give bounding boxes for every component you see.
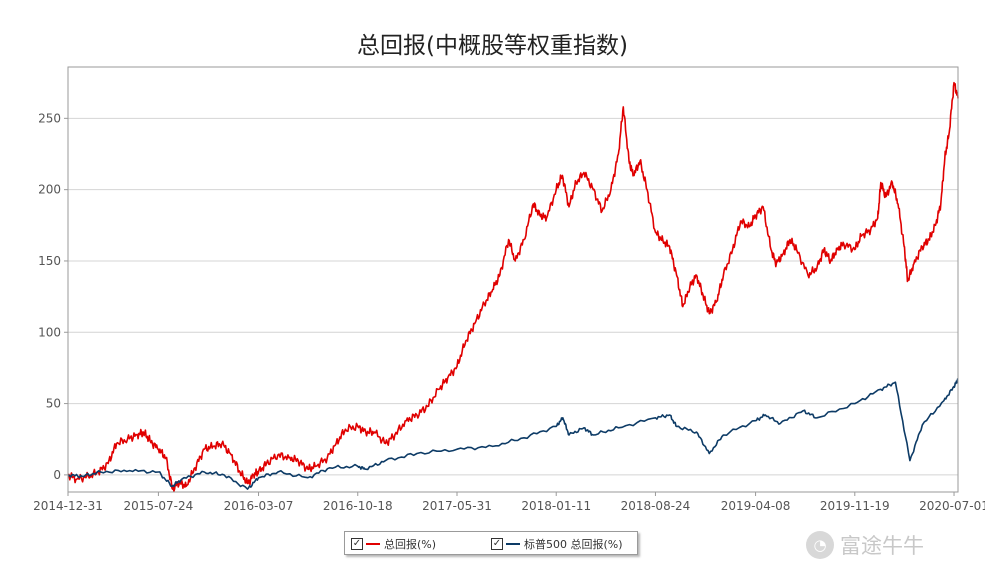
y-tick-label: 0	[53, 468, 61, 482]
plot-frame	[67, 66, 959, 493]
x-tick-label: 2018-01-11	[521, 499, 591, 513]
y-tick-label: 50	[46, 397, 61, 411]
checkbox-icon[interactable]: ✓	[351, 538, 363, 550]
chart-title: 总回报(中概股等权重指数)	[357, 33, 628, 59]
x-tick-label: 2016-03-07	[224, 499, 294, 513]
x-tick-label: 2017-05-31	[422, 499, 492, 513]
checkbox-icon[interactable]: ✓	[491, 538, 503, 550]
legend-item-total-return[interactable]: ✓ 总回报(%)	[351, 536, 436, 552]
legend-label: 总回报(%)	[384, 538, 437, 551]
x-tick-label: 2020-07-01	[919, 499, 985, 513]
x-tick-label: 2019-11-19	[820, 499, 890, 513]
y-tick-label: 250	[38, 111, 61, 125]
x-tick-label: 2018-08-24	[621, 499, 691, 513]
legend: ✓ 总回报(%) ✓ 标普500 总回报(%)	[344, 531, 638, 555]
watermark-logo-glyph: 富途牛牛	[840, 534, 924, 558]
legend-swatch-navy	[506, 543, 520, 545]
y-tick-label: 200	[38, 183, 61, 197]
x-tick-label: 2015-07-24	[124, 499, 194, 513]
legend-item-sp500[interactable]: ✓ 标普500 总回报(%)	[491, 536, 623, 552]
x-axis: 2014-12-31 2015-07-24 2016-03-07 2016-10-18…	[33, 492, 985, 513]
x-tick-label: 2019-04-08	[721, 499, 791, 513]
series-line-1	[67, 378, 959, 490]
series-lines	[67, 81, 959, 493]
grid-lines	[68, 117, 958, 476]
x-tick-label: 2014-12-31	[33, 499, 103, 513]
x-tick-label: 2016-10-18	[323, 499, 393, 513]
watermark-logo: ◔ 富途牛牛	[806, 530, 924, 560]
legend-label: 标普500 总回报(%)	[524, 538, 623, 551]
series-line-0	[67, 81, 959, 493]
futu-logo-icon: ◔	[806, 531, 834, 559]
y-tick-label: 150	[38, 254, 61, 268]
y-axis: 0 50 100 150 200 250	[38, 111, 68, 482]
legend-swatch-red	[366, 543, 380, 545]
y-tick-label: 100	[38, 325, 61, 339]
